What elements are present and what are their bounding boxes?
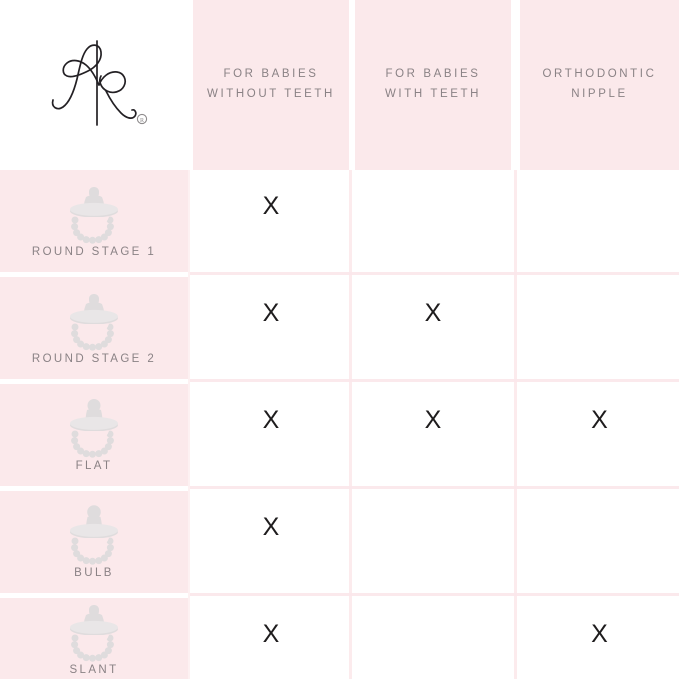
column-header-orthodontic: ORTHODONTIC NIPPLE bbox=[520, 0, 679, 170]
table-cell: X bbox=[193, 279, 349, 379]
row-gap-label-2 bbox=[0, 379, 188, 384]
table-cell: X bbox=[355, 386, 511, 486]
check-mark: X bbox=[262, 513, 280, 541]
table-cell bbox=[355, 600, 511, 679]
table-cell: X bbox=[193, 172, 349, 272]
table-cell bbox=[520, 279, 679, 379]
row-gap-label-3 bbox=[0, 486, 188, 491]
product-label: BULB bbox=[74, 567, 114, 579]
column-header-label: ORTHODONTIC NIPPLE bbox=[542, 68, 657, 100]
product-label: FLAT bbox=[75, 460, 113, 472]
row-divider-4 bbox=[190, 593, 679, 596]
table-cell bbox=[355, 172, 511, 272]
svg-text:R: R bbox=[140, 118, 144, 124]
pacifier-round-icon bbox=[70, 294, 118, 351]
pacifier-bulb-icon bbox=[70, 505, 118, 565]
check-mark: X bbox=[424, 299, 442, 327]
row-gap-label-4 bbox=[0, 593, 188, 598]
product-label: SLANT bbox=[69, 663, 119, 676]
product-cell-flat: FLAT bbox=[0, 384, 188, 486]
row-divider-3 bbox=[190, 486, 679, 489]
column-header-label: FOR BABIES WITHOUT TEETH bbox=[207, 68, 335, 100]
row-divider-1 bbox=[190, 272, 679, 275]
table-cell: X bbox=[193, 386, 349, 486]
product-label: ROUND STAGE 1 bbox=[31, 246, 157, 258]
column-header-label: FOR BABIES WITH TEETH bbox=[384, 68, 482, 100]
table-cell: X bbox=[193, 493, 349, 593]
table-cell: X bbox=[520, 600, 679, 679]
check-mark: X bbox=[262, 299, 280, 327]
column-divider-1 bbox=[349, 170, 352, 679]
check-mark: X bbox=[424, 406, 442, 434]
product-cell-bulb: BULB bbox=[0, 491, 188, 593]
check-mark: X bbox=[591, 620, 608, 648]
table-cell: X bbox=[355, 279, 511, 379]
check-mark: X bbox=[591, 406, 608, 434]
product-cell-round-stage-2: ROUND STAGE 2 bbox=[0, 277, 188, 379]
product-cell-round-stage-1: ROUND STAGE 1 bbox=[0, 170, 188, 272]
row-divider-2 bbox=[190, 379, 679, 382]
pacifier-round-icon bbox=[70, 187, 118, 244]
pacifier-bulb-icon bbox=[70, 399, 118, 458]
column-divider-label bbox=[188, 170, 190, 679]
product-label-column: R bbox=[0, 0, 190, 679]
product-cell-slant: SLANT bbox=[0, 598, 188, 679]
check-mark: X bbox=[262, 406, 280, 434]
table-cell bbox=[355, 493, 511, 593]
logo-cell: R bbox=[0, 0, 190, 170]
pacifier-slant-icon bbox=[70, 604, 118, 662]
column-header-without-teeth: FOR BABIES WITHOUT TEETH bbox=[193, 0, 349, 170]
table-cell: X bbox=[520, 386, 679, 486]
brand-monogram-logo: R bbox=[51, 40, 148, 126]
column-divider-2 bbox=[514, 170, 517, 679]
table-cell: X bbox=[193, 600, 349, 679]
row-gap-label-1 bbox=[0, 272, 188, 277]
check-mark: X bbox=[262, 620, 280, 648]
check-mark: X bbox=[262, 192, 280, 220]
column-header-with-teeth: FOR BABIES WITH TEETH bbox=[355, 0, 511, 170]
table-cell bbox=[520, 172, 679, 272]
product-label: ROUND STAGE 2 bbox=[31, 353, 157, 365]
table-cell bbox=[520, 493, 679, 593]
